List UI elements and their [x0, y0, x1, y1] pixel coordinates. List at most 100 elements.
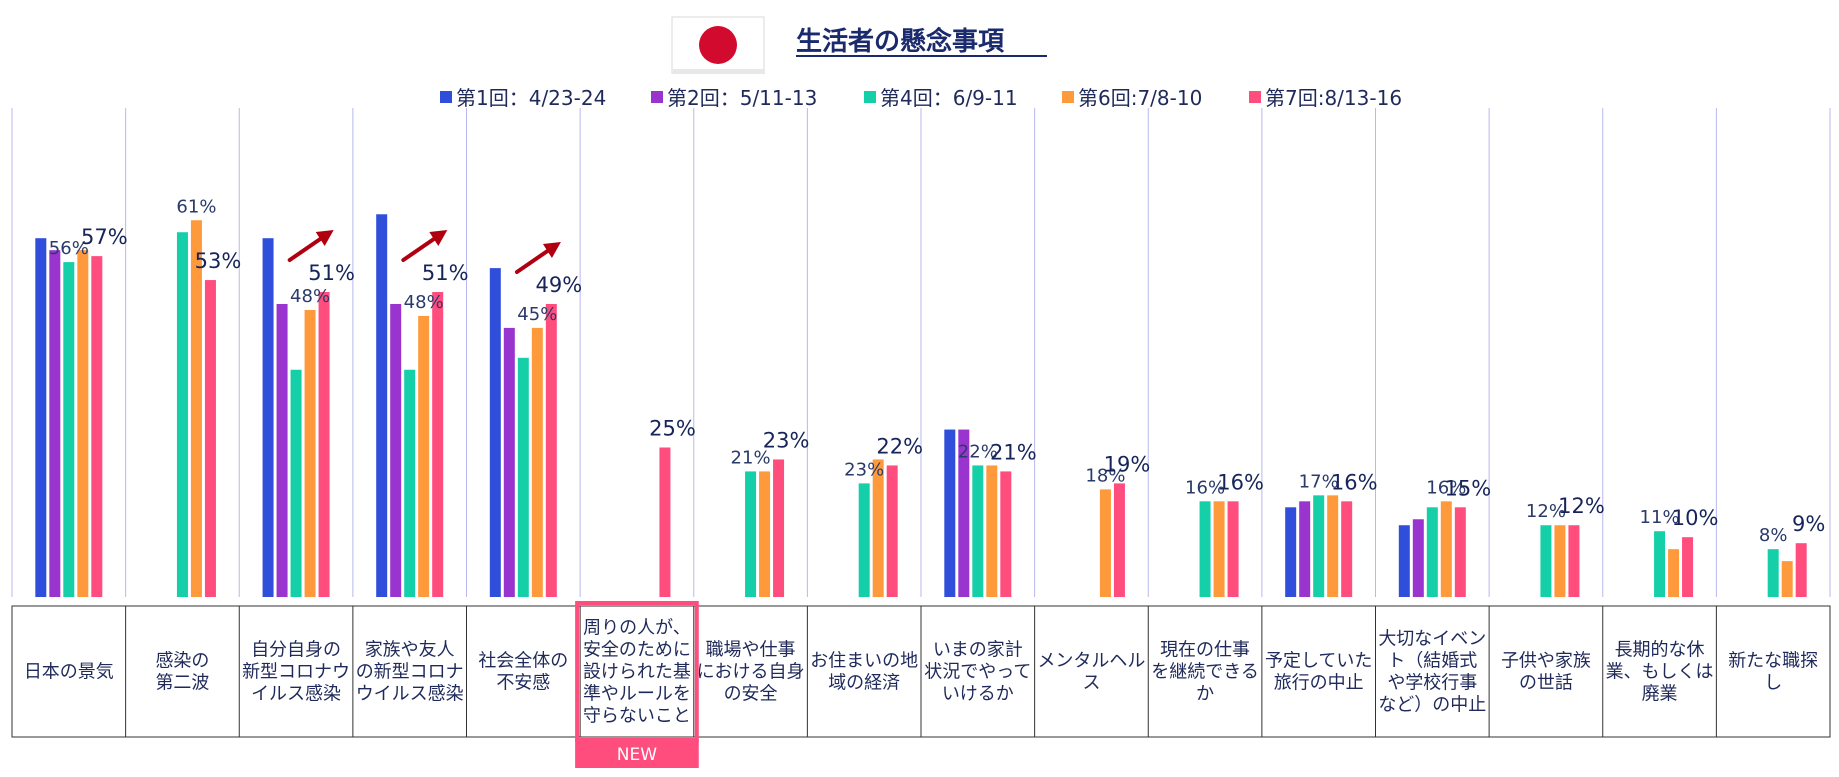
data-label: 18%: [1085, 465, 1125, 486]
bar: [1000, 471, 1012, 597]
data-label-latest: 15%: [1444, 476, 1491, 500]
category-label-line: 子供や家族: [1501, 651, 1591, 672]
bar: [290, 369, 302, 597]
bar: [1299, 501, 1311, 597]
data-label: 48%: [404, 292, 444, 313]
category-label-line: 大切なイベン: [1378, 629, 1486, 650]
bar: [745, 471, 757, 597]
legend-swatch: [651, 91, 663, 103]
category-label: 日本の景気: [24, 662, 114, 683]
category-label-line: 旅行の中止: [1274, 673, 1364, 694]
new-badge: NEW: [575, 739, 699, 768]
bar: [659, 447, 671, 597]
bar: [1554, 525, 1566, 597]
bar: [972, 465, 984, 597]
gridlines: [11, 108, 1831, 597]
category-label-line: の新型コロナ: [356, 662, 464, 683]
data-label-latest: 10%: [1672, 506, 1719, 530]
trend-arrow: [401, 230, 448, 263]
data-label-latest: 23%: [763, 428, 810, 452]
bar: [1568, 525, 1580, 597]
bar: [1668, 549, 1680, 597]
bar: [1412, 519, 1424, 597]
bar: [432, 292, 444, 597]
category-label-line: ト（結婚式: [1387, 651, 1477, 672]
category-label-line: 現在の仕事: [1160, 640, 1250, 661]
bar: [944, 429, 956, 597]
data-label: 22%: [958, 441, 998, 462]
data-label-latest: 21%: [990, 440, 1037, 464]
trend-arrow: [514, 241, 561, 274]
category-label-line: の世話: [1519, 673, 1573, 694]
data-label: 21%: [731, 447, 771, 468]
bar: [1313, 495, 1325, 597]
bar: [1795, 543, 1807, 597]
bar: [1398, 525, 1410, 597]
bar: [545, 303, 557, 597]
bar: [1426, 507, 1438, 597]
category-label-line: 新型コロナウ: [242, 662, 350, 683]
bar: [204, 280, 216, 597]
bar: [773, 459, 785, 597]
category-label-line: など）の中止: [1378, 695, 1486, 716]
category-label-line: 新たな職探: [1728, 651, 1818, 672]
legend-swatch: [1249, 91, 1261, 103]
bar: [986, 465, 998, 597]
legend-item: 第2回：5/11-13: [651, 86, 817, 110]
bar: [35, 238, 47, 597]
category-label-line: し: [1764, 673, 1782, 694]
category-label-line: いけるか: [942, 684, 1014, 705]
category-label-line: や学校行事: [1387, 673, 1477, 694]
category-label-line: 社会全体の: [478, 651, 568, 672]
category-label-line: 自分自身の: [251, 640, 341, 661]
category-label-line: を継続できる: [1151, 662, 1259, 683]
category-label-line: 廃業: [1642, 684, 1678, 705]
data-label: 11%: [1640, 507, 1680, 528]
bar: [376, 214, 388, 597]
bar: [91, 256, 103, 597]
legend: 第1回：4/23-24 第2回：5/11-13 第4回：6/9-11 第6回:7/8-…: [440, 86, 1402, 110]
bar: [1454, 507, 1466, 597]
category-label-line: 業、もしくは: [1606, 662, 1714, 683]
bar: [63, 262, 75, 597]
bar: [1767, 549, 1779, 597]
category-label-line: 状況でやって: [924, 662, 1031, 683]
legend-item: 第1回：4/23-24: [440, 86, 606, 110]
data-label-latest: 51%: [422, 261, 469, 285]
data-label-latest: 57%: [81, 225, 128, 249]
category-label-line: 守らないこと: [583, 706, 691, 727]
bar: [872, 459, 884, 597]
bar: [531, 327, 543, 597]
category-label-line: 第二波: [155, 673, 209, 694]
bar: [304, 309, 316, 597]
category-label-line: 感染の: [155, 651, 209, 672]
category-label-line: お住まいの地: [810, 651, 918, 672]
bar: [517, 357, 529, 597]
category-table: 日本の景気感染の第二波自分自身の新型コロナウイルス感染家族や友人の新型コロナウイ…: [11, 601, 1831, 768]
bar: [1113, 483, 1125, 597]
data-label-latest: 49%: [535, 273, 582, 297]
bar: [404, 369, 416, 597]
bar: [190, 220, 202, 597]
legend-label: 第6回:7/8-10: [1078, 86, 1202, 110]
category-label-line: の安全: [724, 684, 778, 705]
japan-flag-icon: [671, 16, 765, 74]
bar: [1227, 501, 1239, 597]
bar: [1213, 501, 1225, 597]
category-label-line: イルス感染: [251, 684, 341, 705]
trend-arrow: [287, 230, 334, 263]
category-label-line: 職場や仕事: [706, 640, 796, 661]
data-label-latest: 16%: [1217, 470, 1264, 494]
